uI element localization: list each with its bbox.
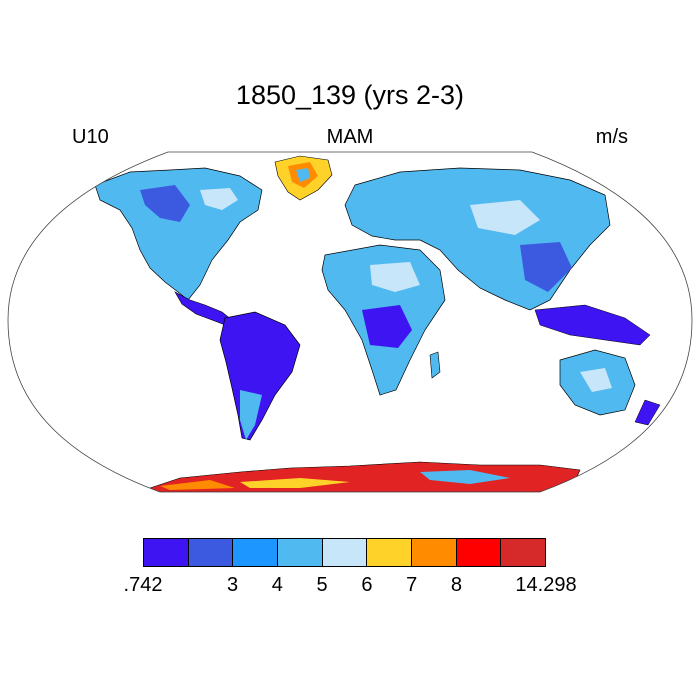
land-south-america (219, 311, 301, 441)
land-antarctica-orange (160, 480, 235, 490)
colorbar-label-3: 5 (316, 574, 328, 596)
land-maritime-se-asia (534, 304, 651, 346)
variable-label: U10 (72, 126, 109, 148)
land-central-america (174, 291, 233, 327)
land-antarctica-yellow (240, 478, 350, 488)
colorbar-label-1: 3 (226, 574, 239, 596)
land-north-america (94, 167, 263, 301)
map-title: 1850_139 (yrs 2-3) (235, 80, 465, 110)
colorbar-label-5: 7 (406, 574, 418, 596)
colorbar-bin-1 (188, 539, 234, 566)
colorbar-label-0: .742 (123, 574, 163, 596)
colorbar-bin-8 (501, 539, 546, 566)
colorbar-bin-6 (412, 539, 457, 566)
map-border (7, 151, 693, 493)
units-label: m/s (595, 126, 628, 148)
land-greenland-inner (296, 168, 310, 182)
season-label: MAM (326, 126, 374, 148)
land-africa-central (362, 305, 412, 348)
colorbar-label-2: 4 (271, 574, 283, 596)
land-siberia-light (470, 200, 540, 235)
land-china-dark (520, 242, 572, 292)
colorbar-bin-5 (367, 539, 413, 566)
colorbar-label-4: 6 (361, 574, 373, 596)
map-land-layer (94, 155, 661, 492)
colorbar (143, 538, 546, 567)
colorbar-bin-0 (144, 539, 189, 566)
land-madagascar (429, 351, 441, 379)
land-australia-light (580, 368, 612, 392)
land-south-america-south (240, 390, 262, 440)
colorbar-bin-7 (456, 539, 502, 566)
colorbar-bin-3 (278, 539, 323, 566)
land-new-zealand (634, 399, 661, 426)
colorbar-bin-4 (322, 539, 368, 566)
land-antarctica-blue (420, 470, 510, 484)
colorbar-label-6: 8 (450, 574, 462, 596)
colorbar-bin-2 (233, 539, 279, 566)
land-alaska-dark (140, 185, 190, 222)
land-sahara-light (370, 262, 420, 292)
colorbar-label-7: 14.298 (515, 574, 577, 596)
land-canada-light (200, 188, 238, 210)
